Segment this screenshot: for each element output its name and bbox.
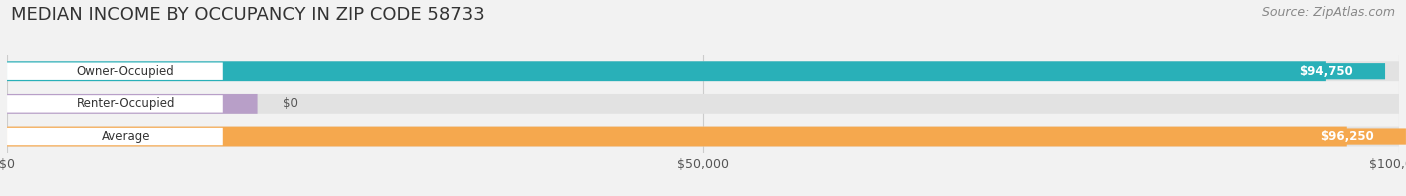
Text: $96,250: $96,250 [1320, 130, 1374, 143]
FancyBboxPatch shape [7, 61, 1326, 81]
FancyBboxPatch shape [7, 61, 1399, 81]
Text: Source: ZipAtlas.com: Source: ZipAtlas.com [1261, 6, 1395, 19]
FancyBboxPatch shape [1267, 63, 1385, 79]
Text: MEDIAN INCOME BY OCCUPANCY IN ZIP CODE 58733: MEDIAN INCOME BY OCCUPANCY IN ZIP CODE 5… [11, 6, 485, 24]
Text: Average: Average [101, 130, 150, 143]
FancyBboxPatch shape [7, 94, 257, 114]
FancyBboxPatch shape [1288, 128, 1406, 145]
FancyBboxPatch shape [7, 127, 1347, 146]
FancyBboxPatch shape [7, 95, 222, 113]
FancyBboxPatch shape [7, 128, 222, 145]
Text: Renter-Occupied: Renter-Occupied [76, 97, 174, 110]
FancyBboxPatch shape [7, 94, 1399, 114]
FancyBboxPatch shape [7, 127, 1399, 146]
FancyBboxPatch shape [7, 63, 222, 80]
Text: $94,750: $94,750 [1299, 65, 1353, 78]
Text: $0: $0 [283, 97, 298, 110]
Text: Owner-Occupied: Owner-Occupied [77, 65, 174, 78]
